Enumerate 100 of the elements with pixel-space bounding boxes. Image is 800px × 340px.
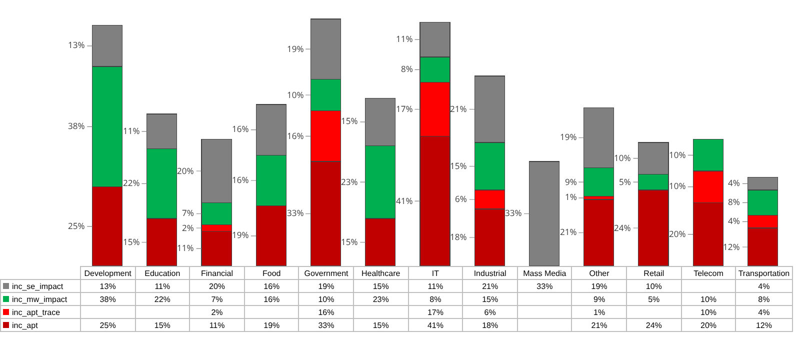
- text: 13%: [68, 40, 85, 51]
- text: 38%: [68, 121, 85, 132]
- data-label: 10%: [626, 280, 682, 292]
- legend-label: inc_apt: [0, 318, 80, 332]
- data-label: 15%: [135, 318, 190, 332]
- data-label: 4%: [736, 306, 792, 318]
- data-label: 38%: [80, 292, 136, 306]
- data-label: 18%: [462, 318, 518, 332]
- text: 10%: [669, 150, 686, 161]
- x-tick-label: Telecom: [681, 266, 736, 280]
- text: 15%: [341, 116, 358, 127]
- data-label: 19%: [244, 318, 299, 332]
- data-label: 1%: [572, 306, 627, 318]
- x-tick-label: Retail: [626, 266, 682, 280]
- data-label: 19%: [572, 280, 627, 292]
- data-label: 23%: [354, 292, 408, 306]
- text: 11%: [396, 34, 413, 45]
- data-label: 11%: [135, 280, 190, 292]
- data-label: 9%: [572, 292, 627, 306]
- text: 15%: [341, 237, 358, 248]
- text: 22%: [123, 178, 140, 189]
- data-label: 8%: [736, 292, 792, 306]
- text: 19%: [232, 230, 249, 241]
- text: 6%: [455, 194, 467, 205]
- data-label: 17%: [408, 306, 463, 318]
- data-label: 16%: [298, 306, 354, 318]
- legend-label: inc_mw_impact: [0, 292, 80, 306]
- x-tick-label: Food: [244, 266, 299, 280]
- x-tick-label: Education: [135, 266, 190, 280]
- text: 12%: [723, 242, 740, 253]
- text: 23%: [341, 177, 358, 188]
- x-tick-label: IT: [408, 266, 463, 280]
- data-label: 15%: [354, 280, 408, 292]
- data-label: 20%: [681, 318, 736, 332]
- text: 15%: [450, 161, 467, 172]
- text: 11%: [123, 126, 140, 137]
- data-label: 2%: [190, 306, 244, 318]
- x-tick-label: Transportation: [736, 266, 792, 280]
- text: 33%: [287, 208, 304, 219]
- text: 41%: [396, 196, 413, 207]
- text: 21%: [560, 227, 577, 238]
- data-label: 33%: [298, 318, 354, 332]
- data-label: 12%: [736, 318, 792, 332]
- data-label: 15%: [354, 318, 408, 332]
- text: 5%: [619, 177, 631, 188]
- text: 8%: [401, 64, 413, 75]
- text: 10%: [669, 181, 686, 192]
- text: 17%: [396, 104, 413, 115]
- data-label: 5%: [626, 292, 682, 306]
- data-label: 33%: [517, 280, 572, 292]
- text: 10%: [287, 90, 304, 101]
- data-label: 11%: [408, 280, 463, 292]
- text: 21%: [450, 104, 467, 115]
- x-tick-label: Industrial: [462, 266, 518, 280]
- data-label: 10%: [298, 292, 354, 306]
- text: 19%: [287, 44, 304, 55]
- data-label: 16%: [244, 280, 299, 292]
- text: 4%: [728, 216, 740, 227]
- data-label: 6%: [462, 306, 518, 318]
- text: 15%: [123, 237, 140, 248]
- x-tick-label: Government: [298, 266, 354, 280]
- text: 11%: [177, 243, 194, 254]
- data-label: 4%: [736, 280, 792, 292]
- data-label: 19%: [298, 280, 354, 292]
- bar: [584, 199, 614, 266]
- x-tick-label: Development: [80, 266, 136, 280]
- data-label: 8%: [408, 292, 463, 306]
- data-label: 20%: [190, 280, 244, 292]
- text: 20%: [669, 229, 686, 240]
- x-tick-label: Mass Media: [517, 266, 572, 280]
- text: 2%: [182, 223, 194, 234]
- text: 7%: [182, 208, 194, 219]
- data-label: 13%: [80, 280, 136, 292]
- text: 16%: [232, 175, 249, 186]
- x-tick-label: Other: [572, 266, 627, 280]
- text: 10%: [614, 153, 631, 164]
- text: 8%: [728, 197, 740, 208]
- data-label: 10%: [681, 292, 736, 306]
- data-label: 16%: [244, 292, 299, 306]
- text: 16%: [232, 124, 249, 135]
- data-label: 21%: [462, 280, 518, 292]
- data-label: 24%: [626, 318, 682, 332]
- data-label: 21%: [572, 318, 627, 332]
- text: 18%: [450, 232, 467, 243]
- text: 19%: [560, 132, 577, 143]
- text: 33%: [505, 208, 522, 219]
- x-tick-label: Healthcare: [354, 266, 408, 280]
- data-label: 11%: [190, 318, 244, 332]
- data-label: 10%: [681, 306, 736, 318]
- data-label: 25%: [80, 318, 136, 332]
- legend-label: inc_se_impact: [0, 280, 80, 292]
- data-label: 7%: [190, 292, 244, 306]
- data-label: 41%: [408, 318, 463, 332]
- text: 1%: [565, 192, 577, 203]
- legend-label: inc_apt_trace: [0, 306, 80, 318]
- text: 25%: [68, 221, 85, 232]
- text: 16%: [287, 131, 304, 142]
- data-label: 15%: [462, 292, 518, 306]
- x-tick-label: Financial: [190, 266, 244, 280]
- text: 20%: [177, 166, 194, 177]
